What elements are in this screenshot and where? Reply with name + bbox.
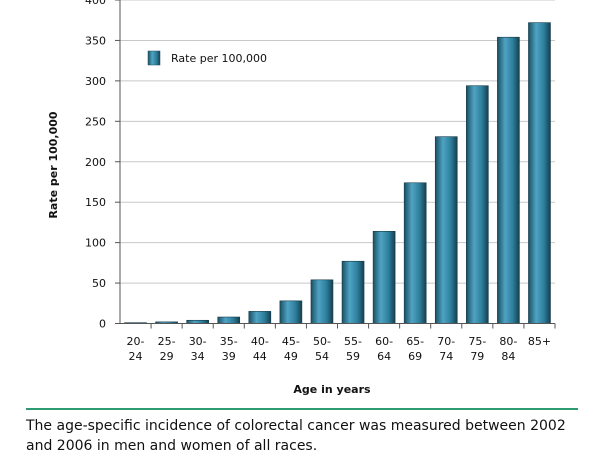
x-tick-label: 25- [158,335,176,348]
x-tick-label: 40- [251,335,269,348]
x-tick-label: 75- [468,335,486,348]
x-tick-label: 50- [313,335,331,348]
x-tick-label: 35- [220,335,238,348]
x-tick-label: 80- [499,335,517,348]
y-tick-label: 0 [99,318,106,331]
x-tick-label: 49 [284,350,298,363]
gridlines [120,0,555,284]
x-axis-ticks: 20- 24 25- 29 30- 34 35- 39 40- 44 45- 49 50- 54 55- 59… [127,323,556,363]
y-axis-title: Rate per 100,000 [47,111,60,218]
bar [248,311,272,324]
x-tick-label: 84 [501,350,515,363]
x-tick-label: 74 [439,350,453,363]
y-axis-ticks: 0 50 100 150 200 250 300 350 400 [85,0,120,331]
bar [497,36,520,324]
x-tick-label: 55- [344,335,362,348]
x-tick-label: 79 [470,350,484,363]
caption-divider [26,408,578,410]
bars [124,22,551,324]
x-tick-label: 70- [437,335,455,348]
y-tick-label: 250 [85,115,106,128]
x-tick-label: 24 [129,350,143,363]
x-tick-label: 34 [191,350,205,363]
bar [528,22,551,324]
y-tick-label: 50 [92,277,106,290]
y-tick-label: 300 [85,75,106,88]
bar [372,231,396,324]
legend: Rate per 100,000 [147,50,267,66]
chart: 0 50 100 150 200 250 300 350 400 20- 24 25- 29 30- 34… [47,0,556,396]
x-tick-label: 85+ [528,335,551,348]
y-tick-label: 400 [85,0,106,7]
x-tick-label: 20- [127,335,145,348]
x-tick-label: 60- [375,335,393,348]
y-tick-label: 200 [85,156,106,169]
x-axis-title: Age in years [293,383,371,396]
figure-caption: The age-specific incidence of colorectal… [26,418,566,454]
x-tick-label: 59 [346,350,360,363]
x-tick-label: 69 [408,350,422,363]
legend-label: Rate per 100,000 [171,52,267,65]
x-tick-label: 65- [406,335,424,348]
bar [466,85,489,324]
bar [279,300,303,324]
y-tick-label: 100 [85,237,106,250]
bar [403,182,427,324]
y-tick-label: 350 [85,34,106,47]
y-tick-label: 150 [85,196,106,209]
bar [341,260,365,324]
x-tick-label: 64 [377,350,391,363]
x-tick-label: 54 [315,350,329,363]
x-tick-label: 45- [282,335,300,348]
x-tick-label: 30- [189,335,207,348]
x-tick-label: 44 [253,350,267,363]
x-tick-label: 39 [222,350,236,363]
bar [434,136,458,324]
legend-swatch [147,50,161,66]
bar [217,316,241,324]
x-tick-label: 29 [160,350,174,363]
bar [310,279,334,324]
